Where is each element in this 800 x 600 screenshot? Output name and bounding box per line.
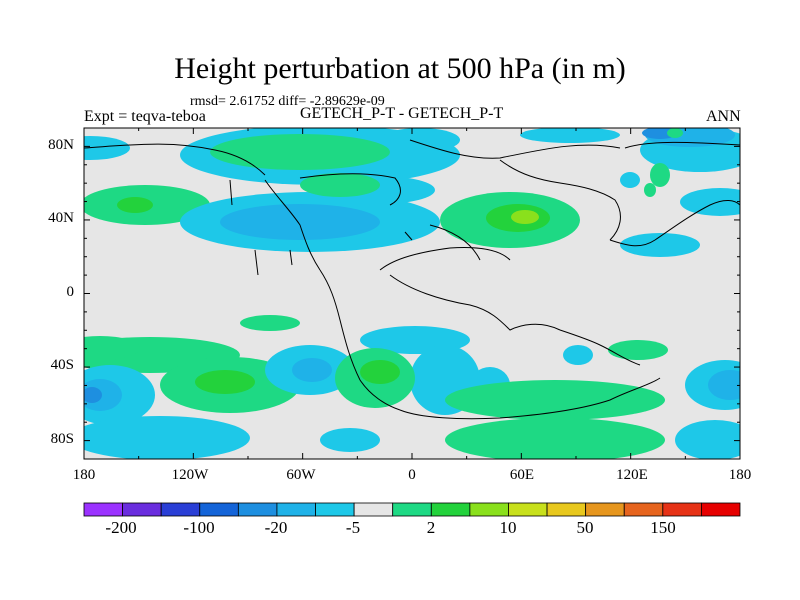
contour-region — [675, 420, 740, 459]
contour-region — [220, 204, 380, 240]
coastline-segment — [289, 249, 293, 266]
coastline-segment — [84, 143, 266, 176]
colorbar-label: -100 — [183, 518, 215, 537]
contour-region — [195, 370, 255, 394]
colorbar-swatch — [623, 502, 664, 517]
contour-region — [563, 345, 593, 365]
axis-tick-marks — [83, 127, 741, 460]
colorbar-swatch — [315, 502, 355, 517]
lat-tick-label: 40N — [48, 210, 74, 226]
contour-region — [520, 128, 620, 143]
colorbar-swatch — [276, 502, 316, 517]
contour-region — [650, 163, 670, 187]
colorbar-swatch — [701, 502, 741, 517]
lat-tick-label: 40S — [50, 357, 74, 373]
contour-region — [360, 360, 400, 384]
contour-region — [644, 183, 656, 197]
coastline-segment — [229, 179, 233, 206]
contour-region — [240, 315, 300, 331]
contour-region — [445, 380, 665, 420]
colorbar-swatch — [392, 502, 432, 517]
contour-region — [708, 370, 740, 400]
contour-map — [84, 128, 740, 459]
coastline-segment — [399, 377, 661, 420]
colorbar-label: -200 — [105, 518, 137, 537]
colorbar-swatch — [353, 502, 394, 517]
contour-region — [84, 416, 250, 459]
colorbar-label: -20 — [264, 518, 288, 537]
rmsd-diff-stats: rmsd= 2.61752 diff= -2.89629e-09 — [190, 94, 385, 109]
contour-field-midnorth — [84, 173, 740, 257]
lat-tick-label: 80S — [50, 431, 74, 447]
contour-region — [608, 340, 668, 360]
colorbar-swatch — [508, 502, 548, 517]
colorbar-label: 50 — [576, 518, 594, 537]
coastlines — [84, 139, 740, 420]
contour-region — [117, 197, 153, 213]
coastline-segment — [264, 179, 321, 271]
lat-tick-label: 0 — [66, 284, 75, 300]
colorbar-swatch — [122, 502, 162, 517]
colorbar-swatch — [546, 502, 587, 517]
lon-tick-label: 180 — [72, 467, 96, 483]
contour-region — [292, 358, 332, 382]
contour-region — [84, 379, 122, 411]
colorbar — [83, 502, 741, 517]
lon-tick-label: 60E — [509, 467, 535, 483]
coastline-segment — [389, 274, 561, 331]
lat-tick-label: 80N — [48, 137, 74, 153]
contour-region — [84, 136, 130, 160]
contour-field-north — [84, 128, 740, 197]
lon-tick-label: 0 — [408, 467, 416, 483]
coastline-segment — [254, 249, 259, 276]
colorbar-label: -5 — [345, 518, 361, 537]
colorbar-swatch — [469, 502, 509, 517]
season-label: ANN — [706, 108, 741, 125]
contour-region — [320, 428, 380, 452]
contour-region — [84, 336, 140, 360]
contour-region — [511, 210, 539, 224]
coastline-segment — [319, 269, 401, 411]
contour-region — [620, 172, 640, 188]
coastline-segment — [429, 224, 481, 261]
colorbar-swatch — [199, 502, 239, 517]
contour-region — [300, 173, 380, 197]
colorbar-swatch — [585, 502, 625, 517]
lon-tick-label: 180 — [728, 467, 752, 483]
contour-region — [84, 387, 102, 403]
coastline-segment — [299, 173, 401, 206]
colorbar-swatch — [83, 502, 123, 517]
lon-tick-label: 120W — [171, 467, 209, 483]
center-subtitle: GETECH_P-T - GETECH_P-T — [300, 105, 504, 122]
lon-tick-label: 120E — [616, 467, 648, 483]
colorbar-label: 10 — [499, 518, 517, 537]
contour-field-south — [84, 315, 740, 459]
colorbar-swatch — [160, 502, 201, 517]
coastline-segment — [559, 329, 641, 366]
colorbar-label: 2 — [426, 518, 436, 537]
colorbar-swatch — [237, 502, 278, 517]
coastline-segment — [609, 200, 740, 247]
colorbar-label: 150 — [650, 518, 676, 537]
plot-title: Height perturbation at 500 hPa (in m) — [174, 52, 626, 85]
lon-tick-label: 60W — [286, 467, 316, 483]
contour-region — [210, 134, 390, 170]
coastline-segment — [379, 247, 511, 271]
coastline-segment — [624, 141, 740, 149]
coastline-segment — [409, 139, 621, 159]
experiment-label: Expt = teqva-teboa — [84, 108, 206, 125]
contour-region — [380, 128, 460, 152]
coastline-segment — [499, 159, 621, 241]
colorbar-swatch — [662, 502, 702, 517]
coastline-segment — [404, 231, 413, 241]
contour-region — [620, 233, 700, 257]
colorbar-swatch — [430, 502, 471, 517]
contour-region — [680, 188, 740, 216]
contour-region — [667, 128, 683, 138]
contour-region — [445, 418, 665, 459]
